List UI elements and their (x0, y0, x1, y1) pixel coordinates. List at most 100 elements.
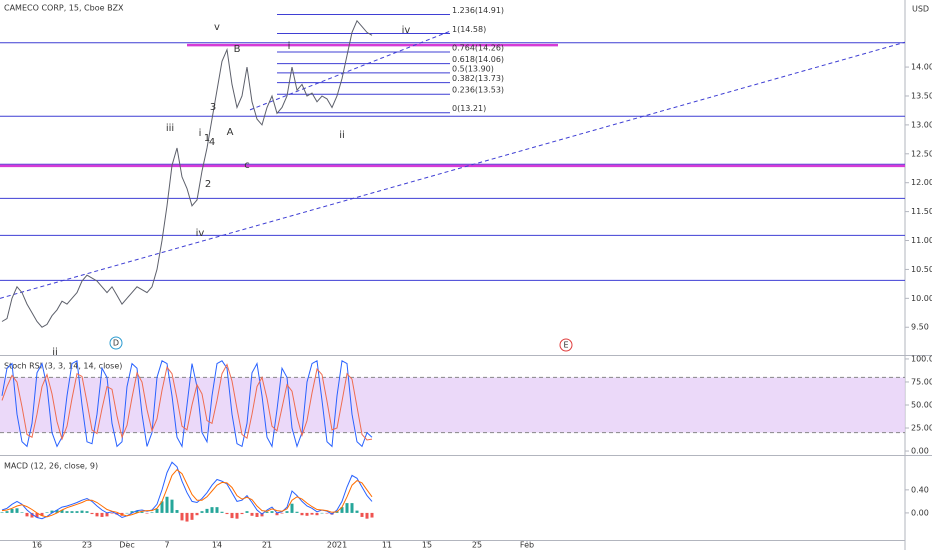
annotation: iv (402, 25, 411, 36)
series-line (1, 469, 373, 518)
histogram-bar (350, 503, 354, 513)
annotation: ii (339, 130, 345, 141)
y-tick-label: 11.00 (911, 236, 932, 245)
histogram-bar (175, 510, 179, 513)
x-tick-label: 11 (382, 541, 392, 550)
histogram-bar (185, 512, 189, 522)
series-line (1, 359, 373, 449)
histogram-bar (35, 512, 39, 518)
x-tick-label: 16 (32, 541, 42, 550)
annotation: E (563, 341, 568, 350)
y-tick-label: 14.00 (911, 63, 932, 72)
annotation: 3 (210, 102, 216, 113)
histogram-bar (265, 511, 269, 513)
histogram-bar (280, 512, 284, 514)
annotation: v (214, 22, 220, 33)
histogram-bar (315, 512, 319, 516)
histogram-bar (370, 512, 374, 518)
histogram-bar (195, 512, 199, 516)
histogram-bar (60, 510, 64, 513)
histogram-bar (130, 511, 134, 513)
series-line (1, 363, 373, 441)
annotation: 4 (209, 137, 215, 148)
y-tick-label: 13.00 (911, 120, 932, 129)
x-tick-label: Dec (119, 541, 134, 550)
y-tick-label: 0.00 (911, 508, 929, 517)
fib-label: 0.236(13.53) (452, 86, 504, 95)
y-tick-label: 10.00 (911, 294, 932, 303)
histogram-bar (95, 512, 99, 517)
x-tick-label: 15 (422, 541, 432, 550)
histogram-bar (360, 512, 364, 517)
annotation: iii (166, 123, 174, 134)
y-tick-label: 9.50 (911, 323, 929, 332)
y-tick-label: 0.00 (911, 447, 929, 456)
histogram-bar (40, 512, 44, 516)
y-tick-label: 13.50 (911, 91, 932, 100)
histogram-bar (75, 511, 79, 513)
histogram-bar (365, 512, 369, 519)
histogram-bar (270, 511, 274, 513)
histogram-bar (310, 512, 314, 515)
trendline (0, 41, 906, 299)
annotation: D (113, 339, 119, 348)
fib-label: 0.382(13.73) (452, 74, 504, 83)
histogram-bar (165, 496, 169, 513)
histogram-bar (200, 511, 204, 513)
y-tick-label: 25.00 (911, 424, 932, 433)
histogram-bar (300, 512, 304, 516)
indicator-title: Stoch RSI (3, 3, 14, 14, close) (4, 362, 122, 371)
histogram-bar (250, 512, 254, 516)
x-tick-label: 21 (262, 541, 272, 550)
histogram-bar (215, 507, 219, 513)
annotation: B (234, 44, 241, 55)
histogram-bar (325, 512, 329, 514)
annotation-circle (559, 338, 573, 352)
fib-label: 0.618(14.06) (452, 55, 504, 64)
histogram-bar (190, 512, 194, 520)
histogram-bar (105, 512, 109, 517)
histogram-bar (70, 511, 74, 513)
histogram-bar (340, 507, 344, 513)
fib-label: 0.764(14.26) (452, 44, 504, 53)
annotation: A (227, 127, 234, 138)
histogram-bar (80, 510, 84, 513)
histogram-bar (205, 508, 209, 513)
x-tick-label: 14 (212, 541, 222, 550)
annotation: iv (196, 228, 205, 239)
histogram-bar (320, 512, 324, 514)
fib-label: 1.236(14.91) (452, 6, 504, 15)
histogram-bar (55, 510, 59, 513)
trendline (249, 30, 451, 111)
histogram-bar (275, 512, 279, 516)
histogram-bar (0, 512, 4, 513)
histogram-bar (305, 512, 309, 516)
annotation: i (199, 128, 202, 139)
chart-title: CAMECO CORP, 15, Cboe BZX (4, 4, 124, 13)
histogram-bar (240, 512, 244, 515)
x-tick-label: Feb (520, 541, 534, 550)
histogram-bar (5, 511, 9, 513)
annotation: 2 (205, 179, 211, 190)
y-tick-label: 100.00 (911, 354, 932, 363)
x-tick-label: 7 (164, 541, 169, 550)
histogram-bar (85, 511, 89, 513)
annotation-circle (109, 336, 123, 350)
histogram-bar (10, 508, 14, 513)
histogram-bar (110, 512, 114, 514)
series-line (1, 19, 373, 328)
histogram-bar (150, 512, 154, 513)
y-tick-label: 0.40 (911, 485, 929, 494)
y-tick-label: 12.50 (911, 149, 932, 158)
fib-label: 0(13.21) (452, 104, 486, 113)
currency-label: USD (912, 5, 929, 14)
histogram-bar (160, 501, 164, 513)
y-tick-label: 50.00 (911, 400, 932, 409)
histogram-bar (230, 512, 234, 519)
histogram-bar (125, 512, 129, 514)
histogram-bar (220, 511, 224, 513)
histogram-bar (345, 503, 349, 513)
annotation: 1 (204, 133, 210, 144)
histogram-bar (90, 512, 94, 515)
